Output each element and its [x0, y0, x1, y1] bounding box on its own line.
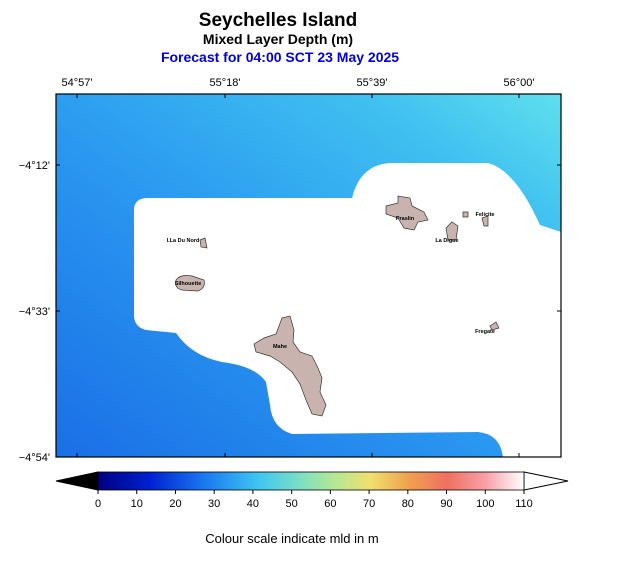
- colorbar-low-arrow: [55, 471, 99, 491]
- island-label: Praslin: [396, 216, 415, 222]
- colorbar-tick-label: 30: [208, 498, 220, 510]
- lon-tick-label: 55°18': [210, 77, 241, 89]
- island: [445, 221, 459, 241]
- map: [55, 93, 562, 458]
- lat-tick-label: −4°54': [19, 452, 50, 464]
- colorbar-tick-label: 100: [476, 498, 494, 510]
- lat-tick-label: −4°12': [19, 160, 50, 172]
- colorbar-tick-label: 80: [402, 498, 414, 510]
- colorbar-tick-label: 60: [324, 498, 336, 510]
- map-frame: [55, 93, 562, 458]
- lon-tick-label: 54°57': [62, 77, 93, 89]
- island: [489, 321, 500, 331]
- lat-tick-label: −4°33': [19, 306, 50, 318]
- colorbar-scale: [97, 471, 525, 491]
- lon-tick-label: 56°00': [504, 77, 535, 89]
- colorbar-high-arrow: [523, 471, 569, 491]
- island-label: La Digue: [435, 238, 458, 244]
- island-label: Fregate: [475, 329, 495, 335]
- colorbar-tick-label: 70: [363, 498, 375, 510]
- island: [175, 275, 205, 292]
- subtitle: Mixed Layer Depth (m): [203, 31, 353, 47]
- forecast: Forecast for 04:00 SCT 23 May 2025: [161, 49, 399, 65]
- island: [199, 237, 208, 249]
- island: [385, 195, 429, 231]
- island-label: Felicite: [476, 212, 495, 218]
- colorbar-caption: Colour scale indicate mld in m: [205, 531, 378, 546]
- island-label: Silhouette: [175, 281, 202, 287]
- colorbar-tick-label: 90: [440, 498, 452, 510]
- colorbar-tick-label: 20: [169, 498, 181, 510]
- colorbar-tick-label: 10: [131, 498, 143, 510]
- title: Seychelles Island: [199, 10, 357, 31]
- lon-tick-label: 55°39': [357, 77, 388, 89]
- island: [481, 215, 489, 227]
- island: [253, 315, 327, 417]
- island-label: I.La Du Nord: [167, 238, 200, 244]
- colorbar-tick-label: 50: [286, 498, 298, 510]
- colorbar-tick-label: 40: [247, 498, 259, 510]
- colorbar-tick-label: 0: [95, 498, 101, 510]
- colorbar: [55, 471, 569, 491]
- colorbar-tick-label: 110: [515, 498, 533, 510]
- island: [462, 211, 469, 218]
- island-label: Mahe: [273, 344, 287, 350]
